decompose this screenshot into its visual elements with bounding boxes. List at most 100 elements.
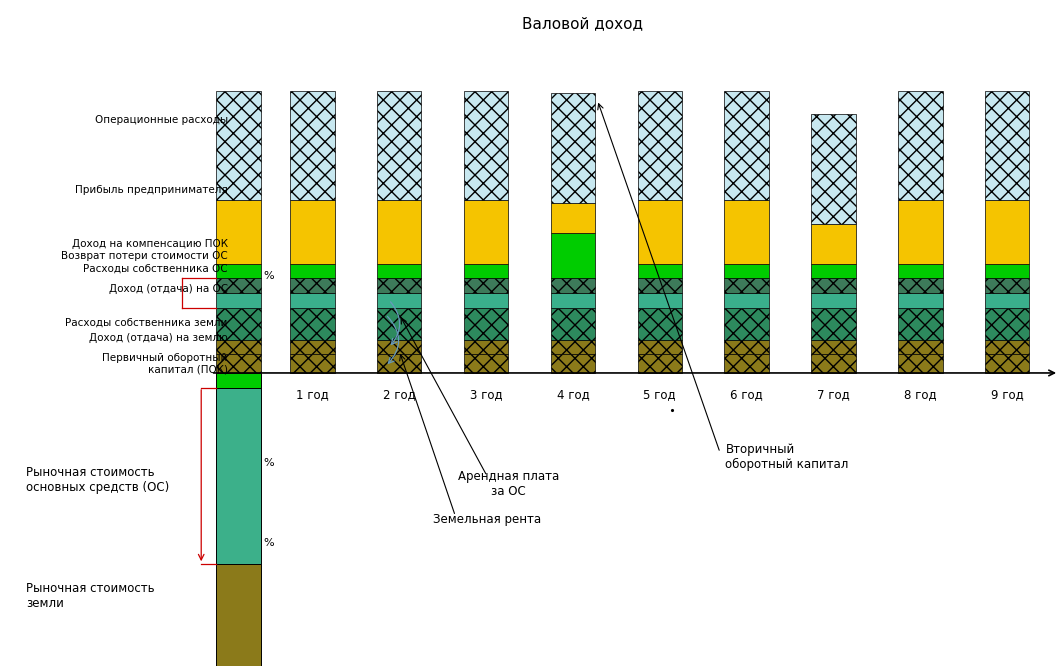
Bar [377, 293, 421, 308]
Text: 2 год: 2 год [383, 388, 415, 401]
Bar [216, 373, 261, 388]
Bar [724, 354, 769, 373]
Bar [985, 278, 1029, 293]
Bar [216, 564, 261, 666]
Bar [290, 91, 335, 200]
Bar [464, 354, 508, 373]
Bar [724, 308, 769, 340]
Text: Вторичный
оборотный капитал: Вторичный оборотный капитал [725, 443, 849, 471]
Bar [811, 264, 856, 278]
Bar [898, 200, 943, 264]
Text: %: % [264, 271, 274, 282]
Text: Доход на компенсацию ПОК: Доход на компенсацию ПОК [72, 238, 228, 249]
Bar [898, 308, 943, 340]
Bar [724, 340, 769, 354]
Bar [290, 200, 335, 264]
Bar [638, 264, 682, 278]
Text: Возврат потери стоимости ОС: Возврат потери стоимости ОС [61, 251, 228, 262]
Bar [985, 264, 1029, 278]
Bar [551, 233, 595, 278]
Bar [898, 264, 943, 278]
Bar [985, 91, 1029, 200]
Text: Прибыль предпринимателя: Прибыль предпринимателя [75, 184, 228, 195]
Bar [216, 264, 261, 278]
Bar [216, 293, 261, 308]
Text: Расходы собственника земли: Расходы собственника земли [66, 318, 228, 328]
Bar [898, 340, 943, 354]
Bar [377, 200, 421, 264]
Text: Доход (отдача) на ОС: Доход (отдача) на ОС [109, 284, 228, 294]
Bar [464, 200, 508, 264]
Text: 5 год: 5 год [644, 388, 676, 401]
Bar [811, 114, 856, 224]
Bar [811, 354, 856, 373]
Bar [551, 354, 595, 373]
Bar [985, 354, 1029, 373]
Text: 4 год: 4 год [557, 388, 589, 401]
Bar [290, 354, 335, 373]
Bar [290, 264, 335, 278]
Text: Расходы собственника ОС: Расходы собственника ОС [83, 264, 228, 274]
Text: Валовой доход: Валовой доход [522, 17, 643, 32]
Bar [464, 293, 508, 308]
Text: Первичный оборотный: Первичный оборотный [103, 352, 228, 363]
Bar [724, 278, 769, 293]
Text: Арендная плата
за ОС: Арендная плата за ОС [457, 470, 559, 498]
Bar [551, 203, 595, 233]
Bar [811, 293, 856, 308]
Text: 7 год: 7 год [818, 388, 849, 401]
Bar [724, 91, 769, 200]
Bar [898, 293, 943, 308]
Bar [551, 278, 595, 293]
Bar [377, 91, 421, 200]
Bar [377, 340, 421, 354]
Text: %: % [264, 458, 274, 468]
Bar [551, 93, 595, 203]
Text: Операционные расходы: Операционные расходы [94, 115, 228, 125]
Bar [898, 91, 943, 200]
Bar [985, 293, 1029, 308]
Text: 9 год: 9 год [991, 388, 1023, 401]
Bar [464, 91, 508, 200]
Text: 3 год: 3 год [470, 388, 502, 401]
Bar [216, 388, 261, 564]
Bar [377, 264, 421, 278]
Text: 6 год: 6 год [731, 388, 762, 401]
Bar [638, 91, 682, 200]
Bar [898, 354, 943, 373]
Bar [464, 264, 508, 278]
Bar [985, 308, 1029, 340]
Bar [985, 200, 1029, 264]
Bar [464, 278, 508, 293]
Bar [811, 278, 856, 293]
Text: Рыночная стоимость
основных средств (ОС): Рыночная стоимость основных средств (ОС) [26, 466, 169, 494]
Bar [551, 308, 595, 340]
Bar [216, 200, 261, 264]
Bar [290, 340, 335, 354]
Bar [377, 308, 421, 340]
Bar [464, 308, 508, 340]
Bar [216, 354, 261, 373]
Bar [724, 200, 769, 264]
Bar [216, 340, 261, 354]
Bar [811, 308, 856, 340]
Bar [216, 308, 261, 340]
Bar [638, 278, 682, 293]
Bar [638, 308, 682, 340]
Text: Доход (отдача) на землю: Доход (отдача) на землю [89, 332, 228, 343]
Text: 8 год: 8 год [904, 388, 936, 401]
Bar [724, 293, 769, 308]
Bar [290, 278, 335, 293]
Bar [638, 200, 682, 264]
Bar [811, 224, 856, 264]
Bar [216, 278, 261, 293]
Bar [290, 293, 335, 308]
Bar [551, 293, 595, 308]
Bar [985, 340, 1029, 354]
Bar [898, 278, 943, 293]
Bar [216, 91, 261, 200]
Text: %: % [264, 537, 274, 548]
Bar [638, 293, 682, 308]
Bar [638, 354, 682, 373]
Bar [811, 340, 856, 354]
